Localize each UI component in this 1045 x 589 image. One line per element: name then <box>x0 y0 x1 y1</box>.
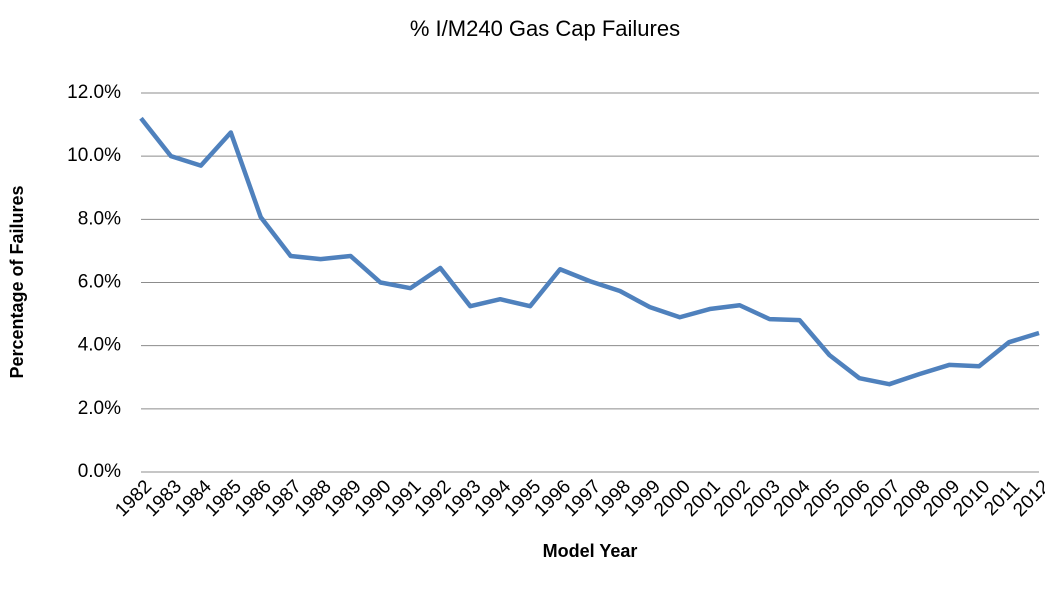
chart-title: % I/M240 Gas Cap Failures <box>410 16 680 41</box>
y-tick-label: 8.0% <box>78 208 121 229</box>
line-series <box>139 116 1040 387</box>
y-tick-label: 4.0% <box>78 335 121 356</box>
y-tick-label: 10.0% <box>67 145 121 166</box>
y-tick-label: 2.0% <box>78 398 121 419</box>
y-tick-label: 6.0% <box>78 272 121 293</box>
y-tick-label: 12.0% <box>67 82 121 103</box>
y-tick-label: 0.0% <box>78 461 121 482</box>
x-axis-title: Model Year <box>543 541 638 561</box>
y-axis-title: Percentage of Failures <box>7 185 27 378</box>
